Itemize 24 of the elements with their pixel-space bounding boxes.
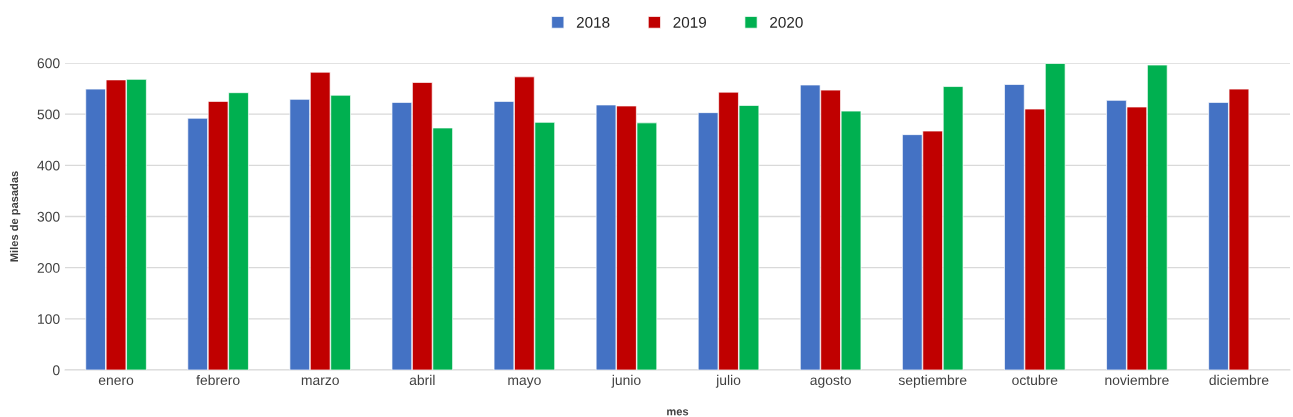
x-tick-label: septiembre: [898, 374, 967, 388]
y-tick-label: 600: [37, 58, 60, 69]
y-tick-label: 500: [37, 109, 60, 120]
legend-label: 2019: [673, 16, 706, 28]
x-tick-label: febrero: [196, 374, 240, 386]
y-tick-label: 300: [37, 211, 60, 222]
x-axis-title: mes: [667, 409, 689, 416]
y-tick-label: 400: [37, 160, 60, 171]
legend-label: 2020: [770, 16, 803, 28]
x-tick-label: junio: [611, 374, 641, 388]
y-tick-label: 200: [37, 263, 60, 273]
x-tick-label: diciembre: [1209, 374, 1269, 386]
x-tick-label: marzo: [301, 377, 339, 386]
y-tick-label: 0: [52, 365, 60, 376]
y-axis-title: Miles de pasadas: [9, 171, 21, 262]
x-tick-label: noviembre: [1105, 374, 1169, 386]
x-tick-label: abril: [409, 374, 435, 386]
x-tick-label: enero: [98, 377, 134, 386]
x-tick-label: agosto: [810, 375, 851, 388]
y-tick-label: 100: [38, 314, 60, 324]
x-tick-label: julio: [715, 374, 741, 388]
legend-label: 2018: [576, 16, 610, 28]
x-tick-label: mayo: [508, 377, 541, 388]
x-tick-label: octubre: [1012, 374, 1058, 386]
